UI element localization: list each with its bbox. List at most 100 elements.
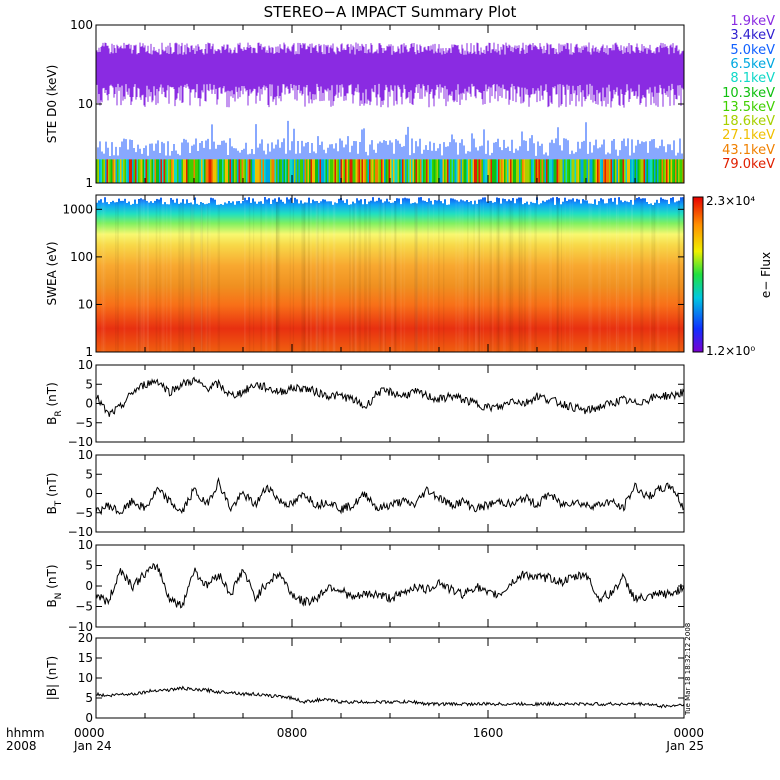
swea-gap	[290, 195, 292, 198]
swea-stripe	[332, 195, 336, 352]
swea-stripe	[169, 195, 172, 352]
ste-band-line	[664, 159, 666, 183]
swea-stripe	[115, 195, 117, 352]
swea-stripe	[677, 195, 681, 352]
swea-stripe	[403, 195, 406, 352]
swea-stripe	[367, 195, 369, 352]
swea-stripe	[520, 195, 523, 352]
swea-gap	[336, 195, 338, 204]
ste-band-line	[519, 159, 521, 183]
ste-band-line	[162, 159, 164, 183]
ste-band-line	[586, 159, 588, 183]
ste-band-line	[670, 159, 672, 183]
swea-gap	[400, 195, 402, 205]
ste-band-line	[139, 159, 141, 183]
swea-stripe	[364, 195, 367, 352]
ste-band-line	[390, 159, 392, 183]
swea-gap	[678, 195, 680, 201]
ste-band-line	[462, 159, 464, 183]
swea-spectrogram	[96, 195, 684, 352]
swea-gap	[300, 195, 302, 201]
bmag-y-label: |B| (nT)	[45, 656, 59, 700]
y-tick-label: −5	[75, 600, 93, 614]
swea-gap	[202, 195, 204, 203]
swea-gap	[648, 195, 650, 205]
swea-stripe	[616, 195, 618, 352]
swea-stripe	[383, 195, 386, 352]
swea-gap	[662, 195, 664, 199]
ste-band-line	[345, 159, 347, 183]
ste-band-line	[120, 159, 122, 183]
swea-gap	[120, 195, 122, 201]
ste-band-line	[267, 159, 269, 183]
swea-gap	[480, 195, 482, 200]
swea-gap	[102, 195, 104, 203]
y-tick-label: 10	[78, 297, 93, 311]
swea-gap	[570, 195, 572, 200]
swea-gap	[232, 195, 234, 202]
ste-band-line	[667, 159, 669, 183]
bt-frame	[95, 454, 685, 533]
swea-gap	[470, 195, 472, 201]
ste-band-line	[468, 159, 470, 183]
swea-gap	[584, 195, 586, 201]
ste-band-line	[196, 159, 198, 183]
swea-gap	[652, 195, 654, 205]
legend-item: 10.3keV	[722, 85, 775, 101]
swea-stripe	[534, 195, 537, 352]
swea-stripe	[399, 195, 403, 352]
ste-band-line	[474, 159, 476, 183]
swea-gap	[482, 195, 484, 198]
ste-band-line	[562, 159, 564, 183]
swea-gap	[370, 195, 372, 201]
swea-gap	[286, 195, 288, 198]
swea-gap	[650, 195, 652, 204]
ste-band-line	[324, 159, 326, 183]
legend-item: 3.4keV	[730, 28, 775, 44]
swea-stripe	[598, 195, 601, 352]
y-tick-label: 20	[78, 631, 93, 645]
swea-gap	[452, 195, 454, 199]
ste-band-line	[645, 159, 647, 183]
swea-gap	[298, 195, 300, 204]
ste-band-line	[97, 159, 99, 183]
ste-band-line	[310, 159, 312, 183]
swea-gap	[272, 195, 274, 200]
ste-band-line	[325, 159, 327, 183]
ste-band-line	[253, 159, 255, 183]
swea-gap	[244, 195, 246, 198]
plot-title: STEREO−A IMPACT Summary Plot	[264, 3, 517, 21]
ste-band-line	[652, 159, 654, 183]
swea-gap	[548, 195, 550, 200]
ste-band-line	[138, 159, 140, 183]
ste-band-line	[319, 159, 321, 183]
ste-band-line	[565, 159, 567, 183]
ste-band-line	[405, 159, 407, 183]
swea-gap	[494, 195, 496, 203]
ste-band-line	[454, 159, 456, 183]
swea-gap	[398, 195, 400, 199]
swea-gap	[250, 195, 252, 203]
ste-band-line	[429, 159, 431, 183]
swea-gap	[392, 195, 394, 203]
swea-gap	[562, 195, 564, 202]
y-tick-label: 10	[78, 358, 93, 372]
swea-stripe	[146, 195, 149, 352]
swea-stripe	[264, 195, 268, 352]
swea-gap	[600, 195, 602, 199]
swea-gap	[410, 195, 412, 204]
swea-stripe	[508, 195, 512, 352]
panel-br: −10 −5 0 5 10 BR (nT)	[45, 358, 685, 449]
ste-band-line	[406, 159, 408, 183]
swea-stripe	[136, 195, 138, 352]
swea-stripe	[479, 195, 481, 352]
ste-band-line	[283, 159, 285, 183]
swea-gap	[348, 195, 350, 205]
ste-band-line	[201, 159, 203, 183]
ste-band-line	[498, 159, 500, 183]
ste-band-line	[175, 159, 177, 183]
swea-gap	[426, 195, 428, 203]
swea-gap	[302, 195, 304, 204]
ste-band-line	[165, 159, 167, 183]
swea-gap	[522, 195, 524, 205]
